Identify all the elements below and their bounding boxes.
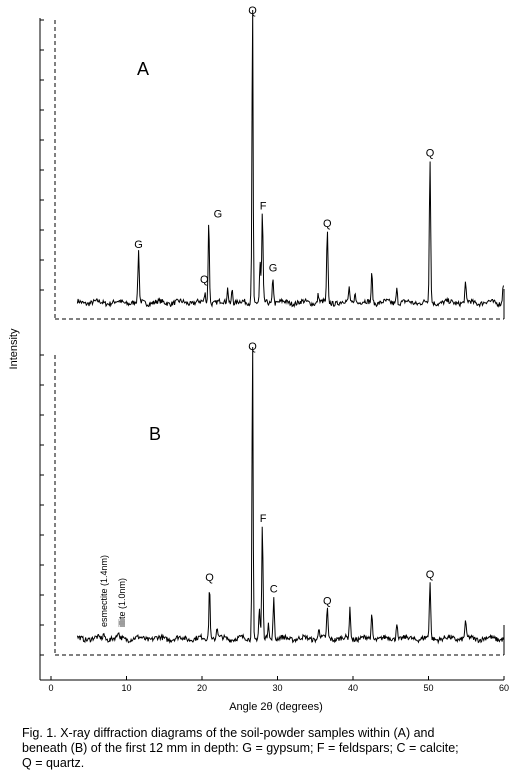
peak-annotation-vertical: esmectite (1.4nm) [99,555,109,627]
caption-line-1: Fig. 1. X-ray diffraction diagrams of th… [22,726,435,740]
diffraction-trace [76,346,504,645]
x-tick-label: 50 [423,683,433,693]
peak-annotation: Q [248,5,257,17]
peak-annotation: Q [248,341,257,353]
x-tick-label: 30 [272,683,282,693]
x-tick-label: 10 [121,683,131,693]
caption-line-3: Q = quartz. [22,756,85,770]
peak-annotation: F [260,201,267,213]
peak-annotation: Q [200,274,209,286]
x-axis: 0 10 20 30 40 50 60 [40,676,509,693]
peak-annotation: G [269,262,278,274]
x-tick-label: 0 [48,683,53,693]
x-tick-label: 60 [499,683,509,693]
peak-annotation: G [134,239,143,251]
caption-line-2: beneath (B) of the first 12 mm in depth:… [22,741,459,755]
peak-annotation: Q [323,218,332,230]
panel-letter: A [137,59,149,79]
panel-letter: B [149,424,161,444]
x-tick-label: 40 [348,683,358,693]
peak-annotation: Q [205,572,214,584]
figure-caption: Fig. 1. X-ray diffraction diagrams of th… [22,726,522,771]
x-tick-label: 20 [197,683,207,693]
panel-a: G Q G Q F G Q Q A [40,5,505,320]
peak-annotation: F [260,513,267,525]
peak-annotation: G [214,208,223,220]
peak-annotation: Q [426,569,435,581]
peak-annotation: C [270,584,278,596]
peak-annotation-vertical: illite (1.0nm) [117,578,127,627]
peak-annotation: Q [323,596,332,608]
x-axis-label: Angle 2θ (degrees) [229,701,323,713]
diffraction-trace [76,9,504,309]
peak-annotation: Q [426,147,435,159]
y-axis-label: Intensity [8,328,20,369]
